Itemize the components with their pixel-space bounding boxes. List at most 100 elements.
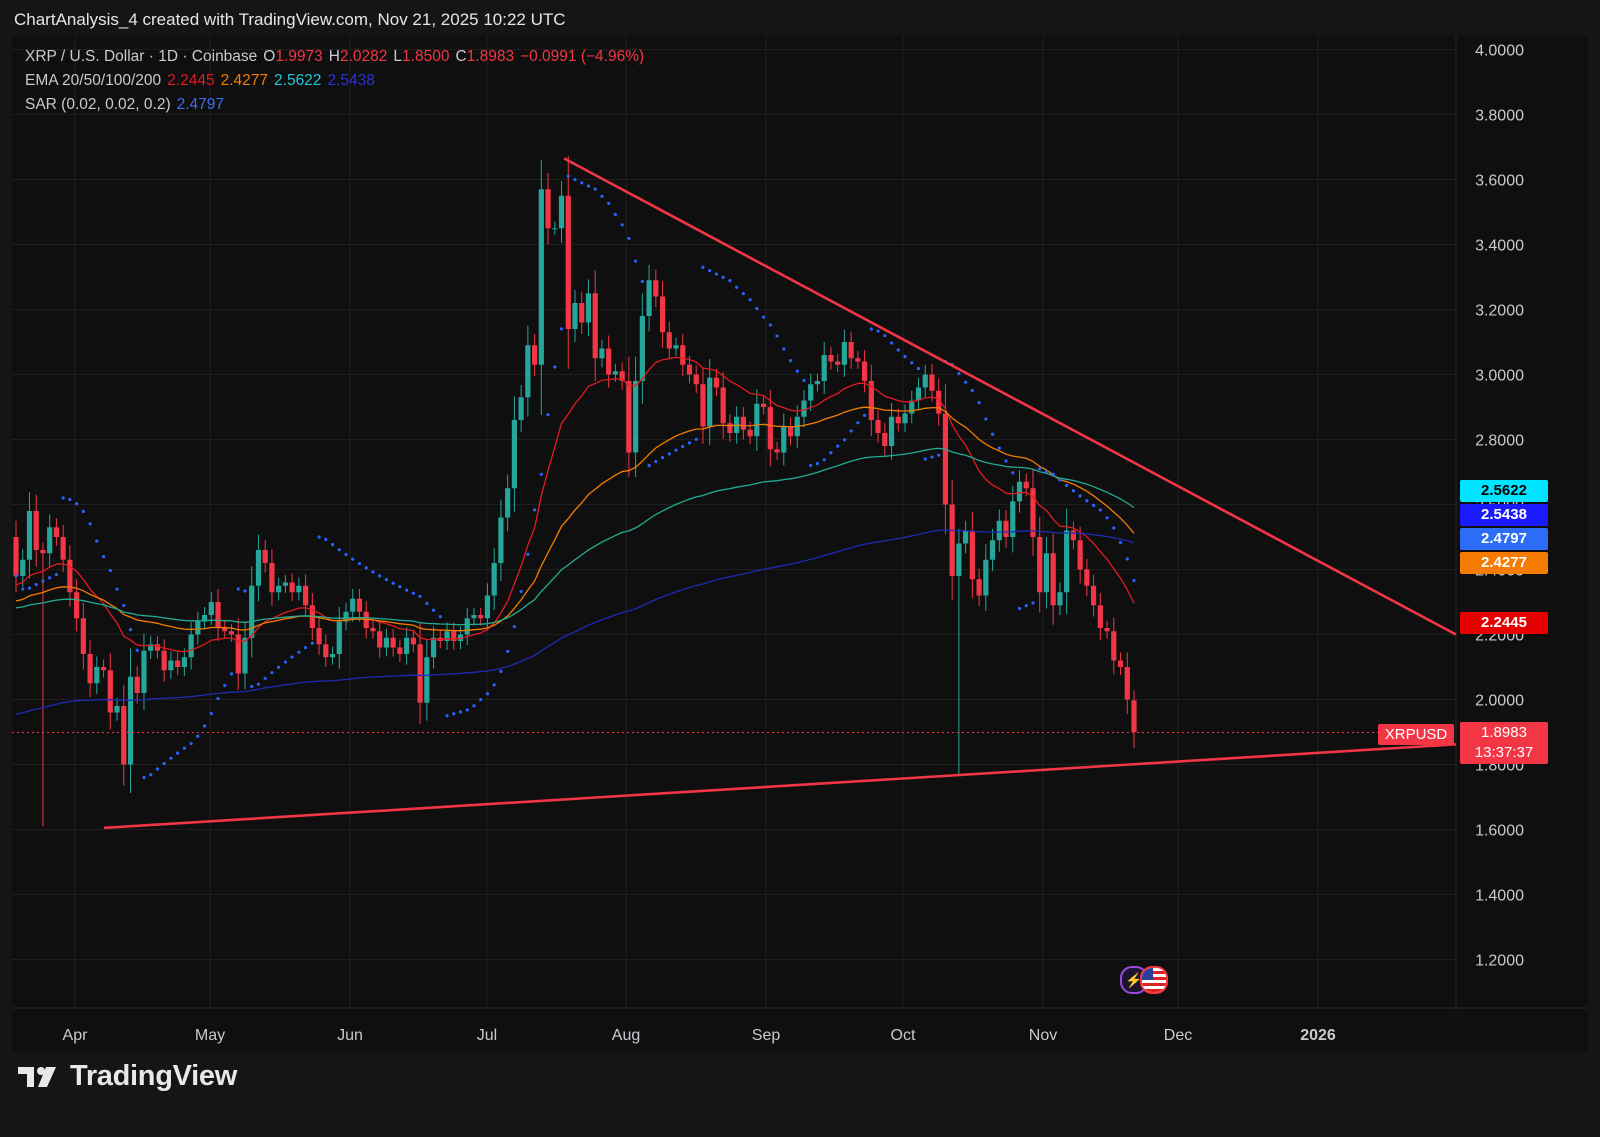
candle-body xyxy=(781,426,787,453)
sar-dot xyxy=(526,552,530,556)
symbol-label[interactable]: XRP / U.S. Dollar · 1D · Coinbase xyxy=(25,48,258,65)
candle-body xyxy=(868,381,874,420)
sar-dot xyxy=(317,535,321,539)
candle-body xyxy=(1097,605,1103,628)
open-value: 1.9973 xyxy=(275,48,323,65)
candle-body xyxy=(201,615,208,622)
sar-dot xyxy=(283,660,287,664)
candle-body xyxy=(20,559,26,576)
candle-body xyxy=(727,423,733,433)
candle-body xyxy=(134,676,140,693)
candle-body xyxy=(585,293,592,323)
sar-dot xyxy=(782,347,786,351)
sar-dot xyxy=(189,741,193,746)
candle-body xyxy=(505,488,511,518)
candle-body xyxy=(639,316,645,381)
sar-dot xyxy=(910,361,914,365)
chart-area[interactable]: 1.20001.40001.60001.80002.00002.20002.40… xyxy=(12,36,1588,1052)
sar-dot xyxy=(863,413,867,417)
sar-dot xyxy=(856,421,860,425)
candle-body xyxy=(821,355,827,381)
candle-body xyxy=(909,400,915,414)
sar-dot xyxy=(472,704,476,708)
sar-legend[interactable]: SAR (0.02, 0.02, 0.2) 2.4797 xyxy=(25,96,230,114)
candle-body xyxy=(390,637,396,648)
candle-body xyxy=(80,618,86,654)
candle-body xyxy=(1003,520,1009,537)
tradingview-logo[interactable]: TradingView xyxy=(16,1060,237,1093)
candle-body xyxy=(1023,481,1029,489)
sar-dot xyxy=(1065,483,1069,488)
candle-body xyxy=(700,384,706,427)
candle-body xyxy=(282,582,288,586)
sar-dot xyxy=(883,334,887,338)
candle-body xyxy=(383,637,390,648)
candle-body xyxy=(1090,585,1097,606)
x-tick-label: Jun xyxy=(337,1027,363,1044)
y-tick-label: 3.2000 xyxy=(1475,303,1524,320)
sar-dot xyxy=(815,462,820,466)
price-chart[interactable]: 1.20001.40001.60001.80002.00002.20002.40… xyxy=(12,36,1588,1052)
sar-dot xyxy=(162,761,166,766)
ema50-value: 2.4277 xyxy=(220,72,269,89)
sar-dot xyxy=(169,756,173,760)
brand-name: TradingView xyxy=(70,1060,237,1092)
sar-dot xyxy=(371,570,375,574)
x-tick-label: Oct xyxy=(891,1027,916,1044)
sar-price-tag: 2.4797 xyxy=(1460,528,1548,550)
candle-body xyxy=(377,631,383,648)
candle-body xyxy=(774,449,780,453)
sar-dot xyxy=(634,259,638,263)
sar-label: SAR (0.02, 0.02, 0.2) xyxy=(25,96,171,113)
candle-body xyxy=(976,579,982,596)
sar-dot xyxy=(378,574,382,578)
candle-body xyxy=(430,637,437,658)
sar-dot xyxy=(95,539,99,543)
sar-dot xyxy=(506,649,510,653)
candle-body xyxy=(168,660,174,671)
sar-dot xyxy=(479,697,483,702)
candle-body xyxy=(424,657,430,703)
sar-dot xyxy=(277,665,281,669)
sar-dot xyxy=(1091,503,1096,508)
sar-dot xyxy=(155,767,160,771)
ema-legend[interactable]: EMA 20/50/100/200 2.2445 2.4277 2.5622 2.543… xyxy=(25,72,381,90)
candle-body xyxy=(565,195,571,329)
us-flag-event-icon[interactable] xyxy=(1140,966,1168,994)
sar-dot xyxy=(532,508,537,512)
candle-body xyxy=(969,530,975,580)
candle-body xyxy=(491,563,497,596)
y-tick-label: 2.8000 xyxy=(1475,433,1524,450)
ema20-price-tag: 2.2445 xyxy=(1460,612,1548,634)
candle-body xyxy=(841,342,847,365)
sar-dot xyxy=(465,708,469,712)
sar-dot xyxy=(290,655,294,659)
sar-dot xyxy=(667,452,671,456)
sar-dot xyxy=(849,429,853,433)
candle-body xyxy=(329,654,336,658)
sar-dot xyxy=(613,212,618,217)
candle-body xyxy=(633,381,639,453)
sar-dot xyxy=(135,648,139,652)
candle-body xyxy=(1117,660,1124,667)
ema-label: EMA 20/50/100/200 xyxy=(25,72,162,89)
candle-body xyxy=(612,371,619,375)
candle-body xyxy=(875,420,881,433)
candle-body xyxy=(855,358,861,362)
candle-body xyxy=(760,403,767,407)
candle-body xyxy=(895,416,901,424)
ema100-line xyxy=(15,447,1135,626)
ema200-value: 2.5438 xyxy=(327,72,375,89)
sar-dot xyxy=(937,453,941,457)
candle-body xyxy=(882,433,888,446)
sar-dot xyxy=(223,683,227,688)
sar-dot xyxy=(923,457,927,461)
candle-body xyxy=(1070,530,1076,541)
y-tick-label: 1.4000 xyxy=(1475,888,1524,905)
sar-dot xyxy=(418,594,422,598)
sar-dot xyxy=(1132,578,1136,583)
candle-body xyxy=(451,631,457,641)
sar-dot xyxy=(108,568,112,573)
candle-body xyxy=(323,644,329,658)
candle-body xyxy=(53,527,60,537)
